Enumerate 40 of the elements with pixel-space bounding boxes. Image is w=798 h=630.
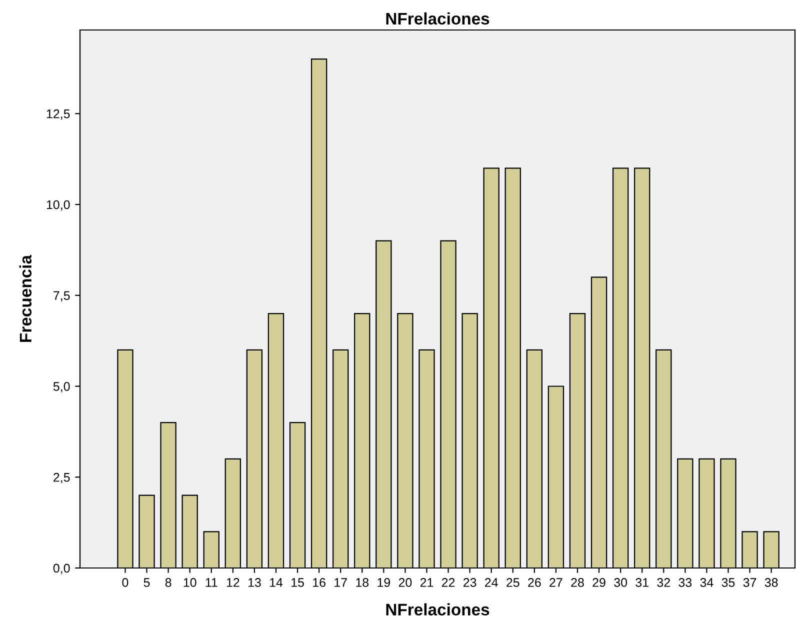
y-tick-label: 12,5 [46,109,70,120]
y-tick-label: 5,0 [53,382,70,392]
x-tick-label: 21 [420,578,434,587]
chart-title: NFrelaciones [386,12,490,25]
x-tick-label: 8 [165,578,172,587]
x-tick-label: 26 [528,578,541,587]
x-tick-label: 31 [636,578,648,587]
y-tick-label: 0,0 [53,564,70,574]
x-tick-label: 30 [614,578,628,587]
x-tick-label: 13 [248,578,261,587]
x-axis-title: NFrelaciones [386,603,490,616]
y-tick-label: 10,0 [46,200,70,211]
y-tick-label: 7,5 [54,291,70,302]
y-axis-title: Frecuencia [19,254,32,342]
x-tick-label: 18 [356,578,369,587]
x-tick-label: 12 [226,578,240,587]
x-tick-label: 11 [206,578,218,587]
x-tick-label: 24 [485,578,498,587]
x-tick-label: 25 [506,578,520,587]
x-tick-label: 33 [678,578,692,587]
x-tick-label: 35 [722,578,735,587]
x-tick-label: 29 [592,578,606,587]
x-tick-label: 0 [122,578,128,587]
x-tick-label: 16 [313,578,326,587]
y-tick-label: 2,5 [54,472,70,484]
x-tick-label: 38 [764,578,778,587]
x-tick-label: 32 [657,578,670,587]
x-tick-label: 37 [743,578,756,587]
x-tick-label: 27 [550,578,562,587]
x-tick-label: 19 [378,578,390,587]
x-tick-label: 34 [700,578,714,587]
x-tick-label: 20 [398,578,412,587]
x-tick-label: 14 [270,578,283,587]
x-tick-label: 28 [571,578,584,587]
x-tick-label: 23 [463,578,476,587]
x-tick-label: 5 [144,578,150,587]
x-tick-label: 10 [184,578,196,587]
x-tick-label: 17 [334,578,347,587]
x-tick-label: 15 [292,578,304,587]
x-tick-label: 22 [442,578,455,587]
